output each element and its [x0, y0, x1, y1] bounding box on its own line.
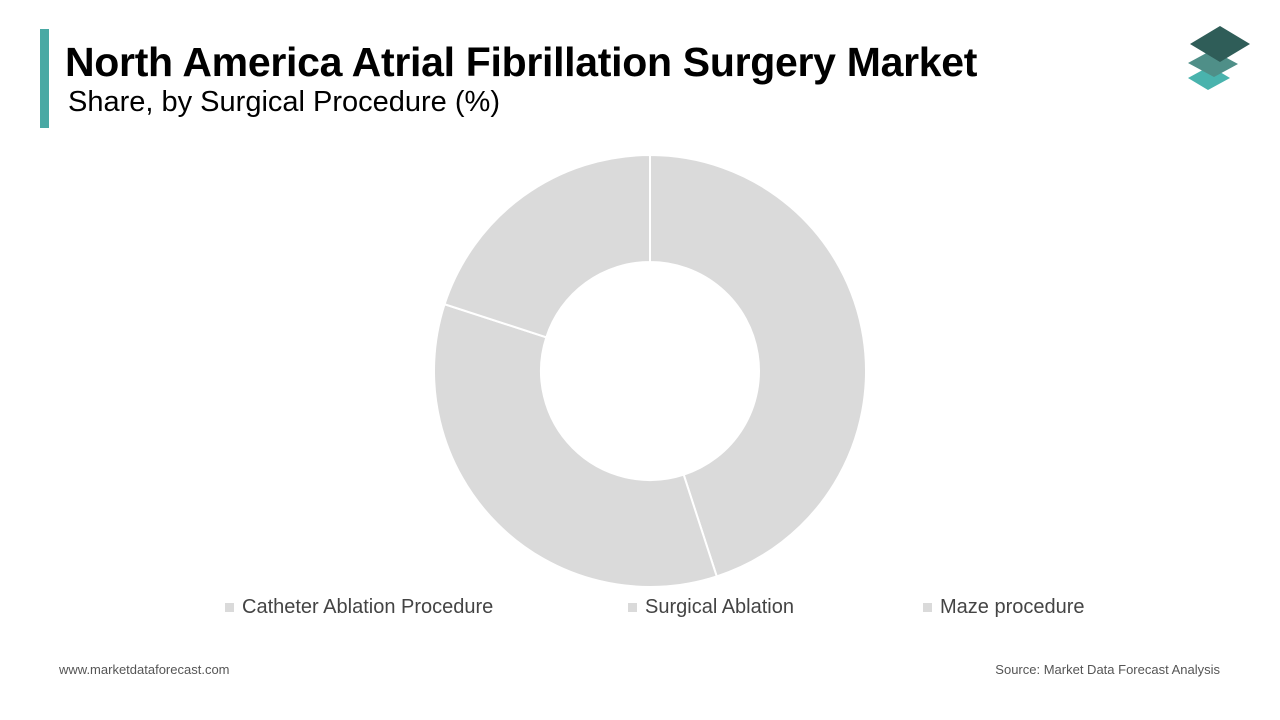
- title-accent-bar: [40, 29, 49, 128]
- footer-website: www.marketdataforecast.com: [59, 662, 230, 677]
- donut-slice-maze-procedure: [443, 153, 651, 339]
- legend-item-surgical-ablation: Surgical Ablation: [628, 594, 794, 620]
- legend-swatch: [923, 602, 932, 612]
- chart-title: North America Atrial Fibrillation Surger…: [65, 39, 978, 85]
- legend-swatch: [225, 602, 234, 612]
- legend-swatch: [628, 602, 637, 612]
- legend-item-maze-procedure: Maze procedure: [923, 594, 1085, 620]
- logo-layer-top: [1190, 26, 1250, 62]
- donut-slices: [433, 153, 867, 588]
- footer-source: Source: Market Data Forecast Analysis: [995, 662, 1220, 677]
- donut-slice-surgical-ablation: [433, 302, 719, 588]
- stacked-layers-logo-icon: [1188, 26, 1250, 90]
- donut-slice-catheter-ablation-procedure: [649, 153, 867, 578]
- legend-label: Catheter Ablation Procedure: [242, 595, 494, 618]
- legend-label: Surgical Ablation: [645, 595, 794, 618]
- legend-item-catheter-ablation: Catheter Ablation Procedure: [225, 594, 493, 620]
- legend-label: Maze procedure: [940, 595, 1085, 618]
- logo-layer-middle: [1188, 50, 1238, 77]
- chart-subtitle: Share, by Surgical Procedure (%): [68, 86, 500, 118]
